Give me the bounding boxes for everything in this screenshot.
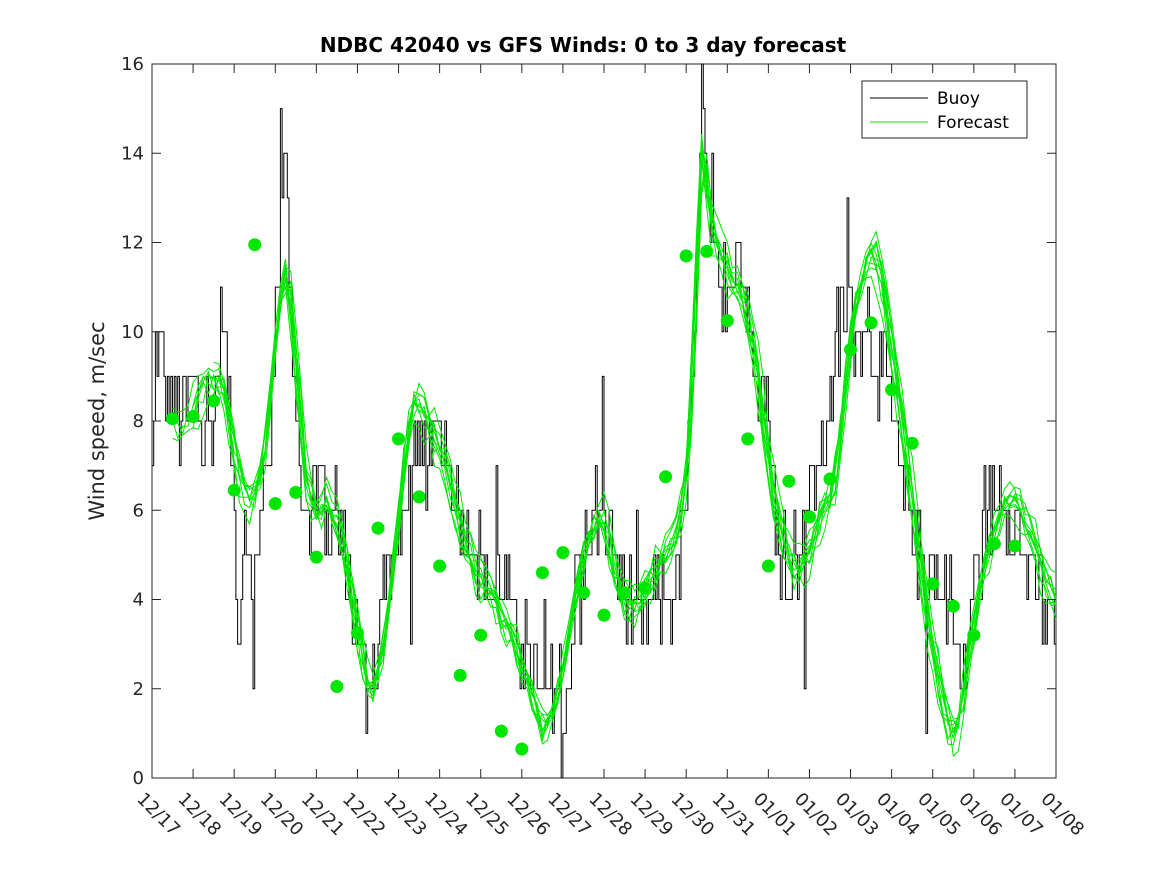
forecast-line	[172, 167, 1057, 758]
forecast-line	[192, 133, 1057, 746]
forecast-dot	[535, 566, 549, 580]
legend-buoy-label: Buoy	[937, 89, 980, 109]
forecast-dot	[268, 497, 282, 511]
forecast-dot	[515, 742, 529, 756]
forecast-dot	[659, 470, 673, 484]
forecast-dot	[412, 490, 426, 504]
x-tick-label: 01/01	[749, 789, 801, 841]
forecast-series	[172, 133, 1057, 758]
forecast-dot	[392, 432, 405, 446]
y-tick-label: 2	[133, 679, 144, 700]
forecast-dot	[782, 474, 796, 488]
x-tick-label: 12/18	[174, 789, 226, 841]
x-tick-label: 01/05	[913, 789, 965, 841]
forecast-line	[172, 159, 1057, 745]
forecast-dot	[679, 249, 693, 263]
x-tick-label: 12/25	[461, 789, 513, 841]
forecast-line	[213, 162, 1057, 734]
y-axis-label: Wind speed, m/sec	[85, 321, 109, 520]
forecast-dot	[823, 472, 837, 486]
forecast-dot	[556, 546, 570, 560]
forecast-dot	[474, 628, 488, 642]
forecast-dot	[638, 581, 652, 595]
y-tick-label: 10	[121, 322, 144, 343]
forecast-dot	[494, 724, 508, 738]
forecast-dot	[371, 521, 385, 535]
forecast-dot	[433, 559, 447, 573]
forecast-dot	[987, 537, 1001, 551]
x-tick-label: 01/04	[872, 789, 924, 841]
forecast-dot	[618, 586, 631, 600]
x-tick-label: 12/28	[584, 789, 636, 841]
forecast-dot	[1008, 539, 1022, 553]
forecast-dot	[926, 577, 940, 591]
y-tick-label: 6	[133, 500, 144, 521]
x-tick-label: 12/19	[215, 789, 267, 841]
x-tick-label: 12/17	[132, 789, 184, 841]
x-tick-label: 12/30	[667, 789, 719, 841]
x-tick-label: 01/07	[995, 789, 1047, 841]
forecast-dot	[577, 586, 590, 600]
x-tick-label: 12/22	[338, 789, 390, 841]
x-tick-label: 01/08	[1036, 789, 1088, 841]
y-tick-label: 8	[133, 411, 144, 432]
x-tick-label: 12/24	[420, 789, 472, 841]
x-tick-label: 12/21	[297, 789, 349, 841]
y-tick-label: 0	[133, 768, 144, 789]
forecast-dot	[946, 599, 960, 613]
forecast-dot	[761, 559, 775, 573]
x-tick-label: 12/23	[379, 789, 431, 841]
forecast-dot	[248, 238, 262, 252]
y-tick-label: 16	[121, 54, 144, 75]
forecast-dot	[597, 608, 611, 622]
forecast-dot	[905, 436, 919, 450]
forecast-dot	[720, 314, 734, 328]
chart-title: NDBC 42040 vs GFS Winds: 0 to 3 day fore…	[320, 33, 847, 57]
x-tick-label: 12/26	[502, 789, 554, 841]
forecast-dot	[741, 432, 755, 446]
x-tick-label: 12/20	[256, 789, 308, 841]
forecast-line	[213, 163, 1057, 739]
forecast-dot	[186, 410, 200, 423]
forecast-dot	[330, 680, 344, 693]
forecast-dot	[227, 483, 241, 497]
x-tick-label: 12/29	[626, 789, 678, 841]
forecast-dot	[166, 412, 179, 426]
forecast-dots	[166, 238, 1022, 756]
forecast-line	[213, 137, 1057, 730]
forecast-dot	[700, 244, 714, 258]
forecast-dot	[803, 510, 816, 524]
forecast-dot	[453, 668, 467, 682]
y-tick-label: 12	[121, 233, 144, 254]
legend-forecast-label: Forecast	[937, 113, 1009, 133]
y-tick-label: 14	[121, 143, 144, 164]
forecast-line	[172, 146, 1057, 737]
forecast-dot	[351, 626, 364, 640]
legend: Buoy Forecast	[861, 80, 1028, 139]
forecast-dot	[309, 550, 323, 564]
buoy-line	[152, 63, 1056, 779]
x-tick-label: 12/27	[543, 789, 595, 841]
forecast-dot	[864, 316, 878, 330]
legend-box	[861, 80, 1028, 139]
forecast-dot	[289, 485, 303, 499]
forecast-line	[192, 151, 1057, 739]
x-tick-label: 12/31	[708, 789, 760, 841]
x-tick-label: 01/03	[831, 789, 883, 841]
forecast-dot	[967, 628, 981, 642]
x-tick-label: 01/02	[790, 789, 842, 841]
y-tick-label: 4	[133, 590, 144, 611]
x-tick-label: 01/06	[954, 789, 1006, 841]
forecast-dot	[844, 343, 857, 357]
forecast-dot	[885, 383, 899, 397]
buoy-series	[152, 63, 1056, 779]
forecast-dot	[207, 394, 221, 408]
